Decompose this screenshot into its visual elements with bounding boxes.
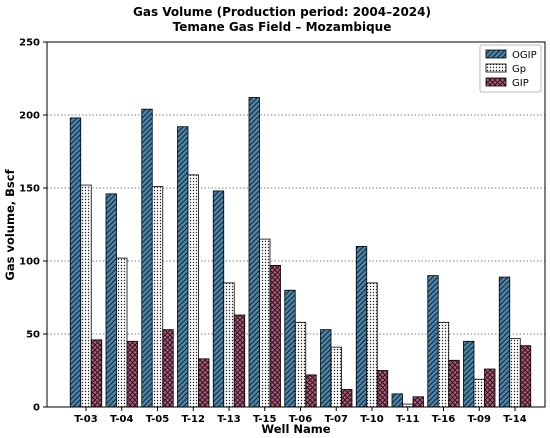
y-tick-label: 100	[19, 257, 40, 268]
legend-swatch-gp	[485, 63, 507, 73]
bar-ogip-t-09	[463, 340, 475, 408]
bar-gip-t-14	[519, 345, 532, 408]
bar-gip-t-10	[376, 370, 389, 408]
bar-gp-t-13	[223, 282, 235, 408]
x-tick-label: T-06	[289, 414, 312, 425]
bar-gip-t-16	[448, 359, 460, 408]
plot-frame	[46, 41, 546, 408]
bar-ogip-t-07	[320, 329, 332, 408]
bar-marks	[69, 97, 532, 408]
y-tick-label: 50	[26, 330, 40, 341]
legend: OGIP Gp GIP	[479, 44, 542, 93]
x-tick-label: T-10	[360, 414, 383, 425]
bar-ogip-t-10	[355, 245, 368, 408]
bar-gp-t-07	[330, 346, 342, 408]
bar-gip-t-03	[90, 339, 103, 408]
y-tick-label: 150	[19, 184, 40, 195]
bar-ogip-t-12	[177, 126, 189, 408]
y-tick-label: 250	[19, 38, 40, 49]
legend-label-gp: Gp	[512, 64, 526, 75]
bar-gp-t-05	[151, 186, 164, 408]
bar-ogip-t-04	[105, 193, 117, 408]
bar-gip-t-13	[233, 314, 246, 408]
bar-gip-t-05	[162, 329, 174, 408]
y-tick-label: 0	[33, 403, 40, 414]
bar-gip-t-07	[341, 389, 353, 408]
bar-gp-t-04	[116, 257, 128, 408]
bar-gp-t-09	[473, 378, 485, 408]
bar-gip-t-12	[198, 358, 210, 408]
x-tick-label: T-12	[182, 414, 205, 425]
bar-ogip-t-13	[212, 190, 225, 408]
bar-ogip-t-16	[427, 275, 439, 408]
x-tick-label: T-07	[325, 414, 348, 425]
x-tick-label: T-13	[217, 414, 240, 425]
bar-ogip-t-14	[498, 276, 511, 408]
bar-gip-t-06	[305, 374, 317, 408]
bar-ogip-t-15	[248, 97, 260, 408]
bar-gip-t-09	[484, 368, 496, 408]
x-tick-label: T-15	[253, 414, 276, 425]
y-tick-label: 200	[19, 111, 40, 122]
bar-ogip-t-06	[284, 289, 296, 408]
legend-label-ogip: OGIP	[512, 50, 537, 61]
bar-gp-t-10	[366, 282, 378, 408]
x-tick-label: T-04	[110, 414, 133, 425]
chart-subtitle: Temane Gas Field – Mozambique	[173, 20, 392, 34]
x-tick-label: T-03	[74, 414, 97, 425]
bar-gp-t-12	[187, 174, 199, 408]
bar-gp-t-06	[294, 321, 307, 408]
x-tick-label: T-09	[468, 414, 491, 425]
y-tick-labels: 0 50 100 150 200 250	[19, 38, 47, 414]
bar-gip-t-04	[126, 340, 138, 408]
y-axis-label: Gas volume, Bscf	[3, 168, 17, 280]
legend-swatch-ogip	[485, 49, 507, 59]
legend-swatch-gip	[485, 77, 507, 87]
x-tick-label: T-14	[503, 414, 526, 425]
x-tick-label: T-16	[432, 414, 455, 425]
x-tick-labels: T-03 T-04 T-05 T-12 T-13 T-15 T-06 T-07 T-10 T-11…	[74, 407, 527, 425]
bar-gip-t-11	[412, 396, 424, 408]
chart-title: Gas Volume (Production period: 2004–2024…	[133, 5, 431, 19]
legend-label-gip: GIP	[512, 78, 529, 89]
bar-ogip-t-05	[141, 108, 153, 408]
bar-gp-t-15	[259, 238, 271, 408]
bar-gip-t-15	[269, 264, 281, 408]
bar-gp-t-14	[509, 337, 521, 408]
bar-gp-t-03	[80, 184, 92, 408]
x-tick-label: T-11	[396, 414, 419, 425]
x-axis-label: Well Name	[261, 422, 330, 436]
x-tick-label: T-05	[146, 414, 169, 425]
bar-ogip-t-11	[391, 393, 403, 408]
bar-ogip-t-03	[69, 117, 82, 408]
bar-gp-t-16	[437, 321, 450, 408]
